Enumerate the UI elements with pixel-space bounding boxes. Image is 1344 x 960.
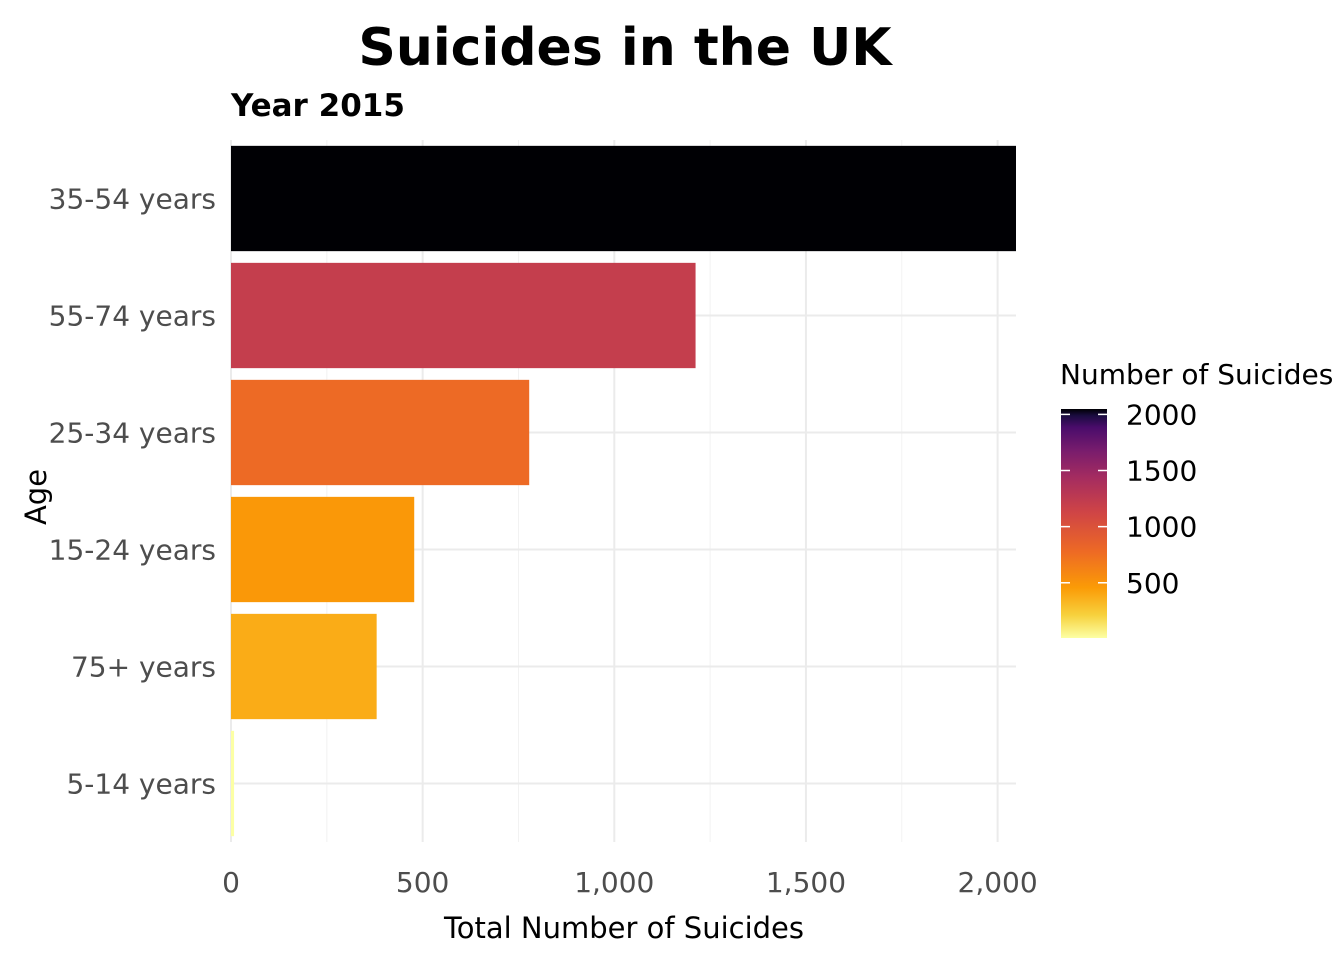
x-tick-label: 1,000	[574, 866, 654, 899]
bar	[231, 730, 235, 837]
legend-label: 500	[1126, 567, 1179, 600]
x-tick-label: 500	[396, 866, 449, 899]
legend-title: Number of Suicides	[1060, 358, 1333, 391]
y-tick-label: 15-24 years	[49, 534, 216, 567]
bars	[231, 145, 1016, 837]
legend-ticks: 500 1000 1500 2000	[1061, 398, 1197, 600]
legend-label: 1500	[1126, 455, 1197, 488]
x-tick-label: 1,500	[766, 866, 846, 899]
y-tick-label: 35-54 years	[49, 183, 216, 216]
y-tick-label: 25-34 years	[49, 417, 216, 450]
legend: Number of Suicides 500 1000 1500 2000	[1060, 358, 1333, 638]
x-tick-label: 0	[222, 866, 240, 899]
y-tick-label: 55-74 years	[49, 300, 216, 333]
bar	[231, 145, 1016, 252]
y-tick-label: 75+ years	[71, 651, 216, 684]
bar	[231, 496, 415, 603]
y-tick-label: 5-14 years	[66, 768, 216, 801]
legend-label: 2000	[1126, 398, 1197, 431]
legend-label: 1000	[1126, 511, 1197, 544]
x-tick-label: 2,000	[958, 866, 1038, 899]
x-axis-title: Total Number of Suicides	[443, 911, 804, 945]
y-axis-title: Age	[19, 469, 53, 525]
chart-subtitle: Year 2015	[230, 88, 405, 124]
legend-colorbar	[1061, 409, 1107, 638]
bar	[231, 613, 377, 720]
bar	[231, 379, 530, 486]
y-axis-labels: 35-54 years 55-74 years 25-34 years 15-24 y…	[49, 183, 216, 801]
x-axis-labels: 0 500 1,000 1,500 2,000	[222, 866, 1038, 899]
chart-title: Suicides in the UK	[358, 18, 893, 78]
bar	[231, 262, 696, 369]
